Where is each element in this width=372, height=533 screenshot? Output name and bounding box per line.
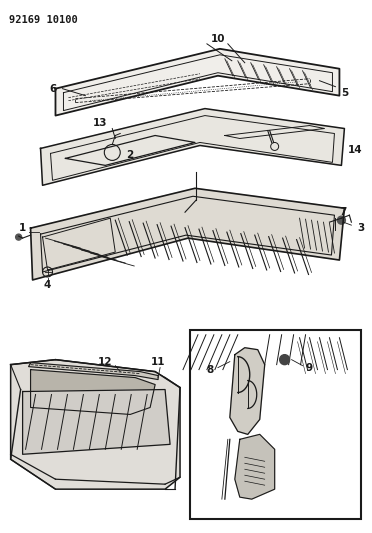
Text: 13: 13 <box>93 118 108 127</box>
Polygon shape <box>29 362 158 379</box>
Polygon shape <box>55 49 339 116</box>
Circle shape <box>16 234 22 240</box>
Circle shape <box>337 216 346 224</box>
Text: 4: 4 <box>44 280 51 290</box>
Text: 8: 8 <box>206 365 214 375</box>
Text: 5: 5 <box>341 87 349 98</box>
Polygon shape <box>11 360 180 489</box>
Text: 2: 2 <box>126 150 134 160</box>
Text: 3: 3 <box>357 223 365 233</box>
Text: 9: 9 <box>306 362 313 373</box>
Text: 10: 10 <box>211 34 225 44</box>
Text: 6: 6 <box>49 84 56 94</box>
Text: 14: 14 <box>347 146 362 156</box>
Bar <box>190 330 361 519</box>
Polygon shape <box>23 390 170 454</box>
Circle shape <box>280 354 290 365</box>
Polygon shape <box>235 434 275 499</box>
Text: 92169 10100: 92169 10100 <box>9 15 77 25</box>
Text: 12: 12 <box>98 357 113 367</box>
Polygon shape <box>230 348 265 434</box>
Polygon shape <box>31 188 344 280</box>
Polygon shape <box>41 109 344 185</box>
Text: 11: 11 <box>151 357 166 367</box>
Polygon shape <box>31 369 155 415</box>
Text: 1: 1 <box>19 223 26 233</box>
Text: 7: 7 <box>339 207 347 217</box>
